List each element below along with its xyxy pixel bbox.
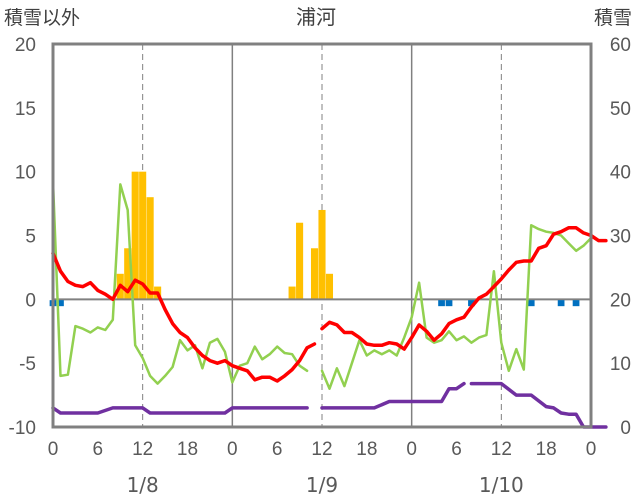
snowfall-bar (310, 248, 319, 300)
x-tick-label: 6 (451, 439, 462, 460)
blue-mark (438, 300, 445, 307)
right-tick-label: 50 (610, 99, 631, 120)
x-tick-label: 12 (491, 439, 512, 460)
snowfall-bar (146, 197, 154, 300)
x-tick-label: 6 (93, 439, 104, 460)
snowfall-bar (296, 222, 304, 300)
x-tick-label: 0 (586, 439, 597, 460)
snowfall-bar (318, 209, 326, 300)
snowfall-bar (124, 248, 132, 300)
x-tick-label: 12 (132, 439, 153, 460)
left-tick-label: 15 (15, 99, 36, 120)
left-tick-label: 5 (25, 227, 36, 248)
snowfall-bar (131, 171, 139, 300)
date-labels: 1/8 1/9 1/10 (127, 473, 524, 497)
blue-mark (572, 300, 580, 307)
left-tick-label: 20 (15, 35, 36, 56)
x-tick-label: 0 (48, 439, 59, 460)
left-axis-ticks: 20 15 10 5 0 -5 -10 (9, 35, 36, 439)
right-axis-title: 積雪 (594, 7, 632, 29)
snowfall-bar (139, 171, 147, 300)
right-tick-label: 0 (620, 418, 631, 439)
temperature-series (51, 226, 608, 383)
x-axis-ticks: 0 6 12 18 0 6 12 18 0 6 12 18 0 (48, 439, 597, 460)
snowfall-bars (116, 171, 334, 300)
left-axis-title: 積雪以外 (4, 7, 80, 29)
x-tick-label: 6 (272, 439, 283, 460)
right-tick-label: 20 (610, 290, 631, 311)
x-tick-label: 0 (227, 439, 238, 460)
right-tick-label: 40 (610, 163, 631, 184)
x-tick-label: 18 (177, 439, 198, 460)
date-label: 1/8 (127, 473, 159, 497)
plot-border (51, 42, 593, 429)
left-tick-label: 10 (15, 163, 36, 184)
date-label: 1/9 (306, 473, 338, 497)
blue-mark (468, 300, 475, 307)
green-line-series (51, 180, 593, 390)
right-tick-label: 60 (610, 35, 631, 56)
x-tick-label: 12 (311, 439, 332, 460)
left-tick-label: 0 (25, 290, 36, 311)
blue-mark (57, 300, 64, 307)
purple-line-series (51, 381, 608, 429)
snowfall-bar (325, 273, 334, 300)
blue-mark (527, 300, 535, 307)
snowfall-bar (288, 286, 296, 300)
date-label: 1/10 (479, 473, 524, 497)
chart-title: 浦河 (296, 5, 336, 29)
left-tick-label: -5 (19, 354, 36, 375)
blue-mark (445, 300, 453, 307)
right-tick-label: 30 (610, 227, 631, 248)
right-axis-ticks: 60 50 40 30 20 10 0 (610, 35, 631, 439)
x-tick-label: 18 (356, 439, 377, 460)
x-tick-label: 18 (536, 439, 557, 460)
blue-marks (49, 300, 580, 307)
blue-mark (557, 300, 565, 307)
plot-frame (51, 42, 593, 429)
x-tick-label: 0 (406, 439, 417, 460)
right-tick-label: 10 (610, 354, 631, 375)
series-lines (51, 180, 608, 429)
left-tick-label: -10 (9, 418, 36, 439)
